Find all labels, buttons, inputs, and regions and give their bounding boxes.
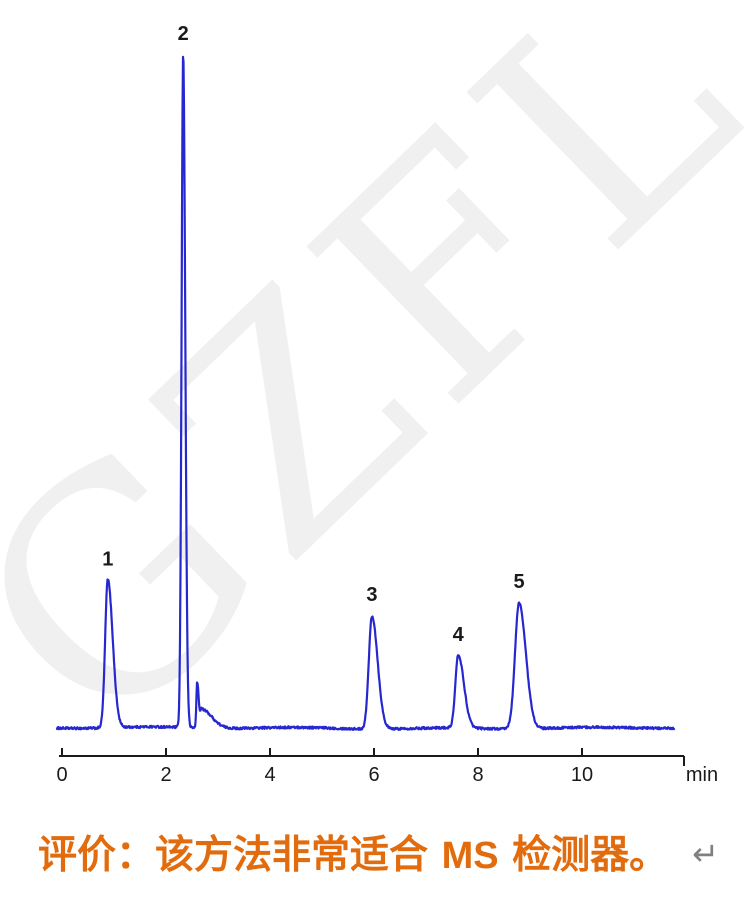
x-axis-unit-label: min bbox=[686, 764, 718, 786]
caption-highlight-ms: MS bbox=[441, 835, 499, 877]
caption-text-prefix: 评价：该方法非常适合 bbox=[38, 832, 442, 878]
x-tick-label: 10 bbox=[571, 764, 593, 786]
caption-text-suffix: 检测器。 bbox=[498, 832, 669, 878]
x-tick-label: 8 bbox=[472, 764, 483, 786]
chromatogram-chart: 0 2 4 6 8 10 min 1 2 3 4 5 bbox=[55, 23, 718, 786]
return-mark-icon: ↵ bbox=[692, 835, 719, 873]
peak-label: 2 bbox=[178, 23, 189, 45]
x-tick-label: 0 bbox=[56, 764, 67, 786]
x-tick-label: 4 bbox=[264, 764, 275, 786]
peak-label: 5 bbox=[514, 571, 525, 593]
peak-label: 1 bbox=[102, 549, 113, 571]
peak-label: 3 bbox=[366, 584, 377, 606]
chromatogram-trace bbox=[55, 55, 676, 731]
peak-label: 4 bbox=[453, 624, 465, 646]
x-tick-label: 2 bbox=[160, 764, 171, 786]
x-tick-label: 6 bbox=[368, 764, 379, 786]
caption: 评价：该方法非常适合 MS 检测器。 ↵ bbox=[38, 824, 719, 880]
